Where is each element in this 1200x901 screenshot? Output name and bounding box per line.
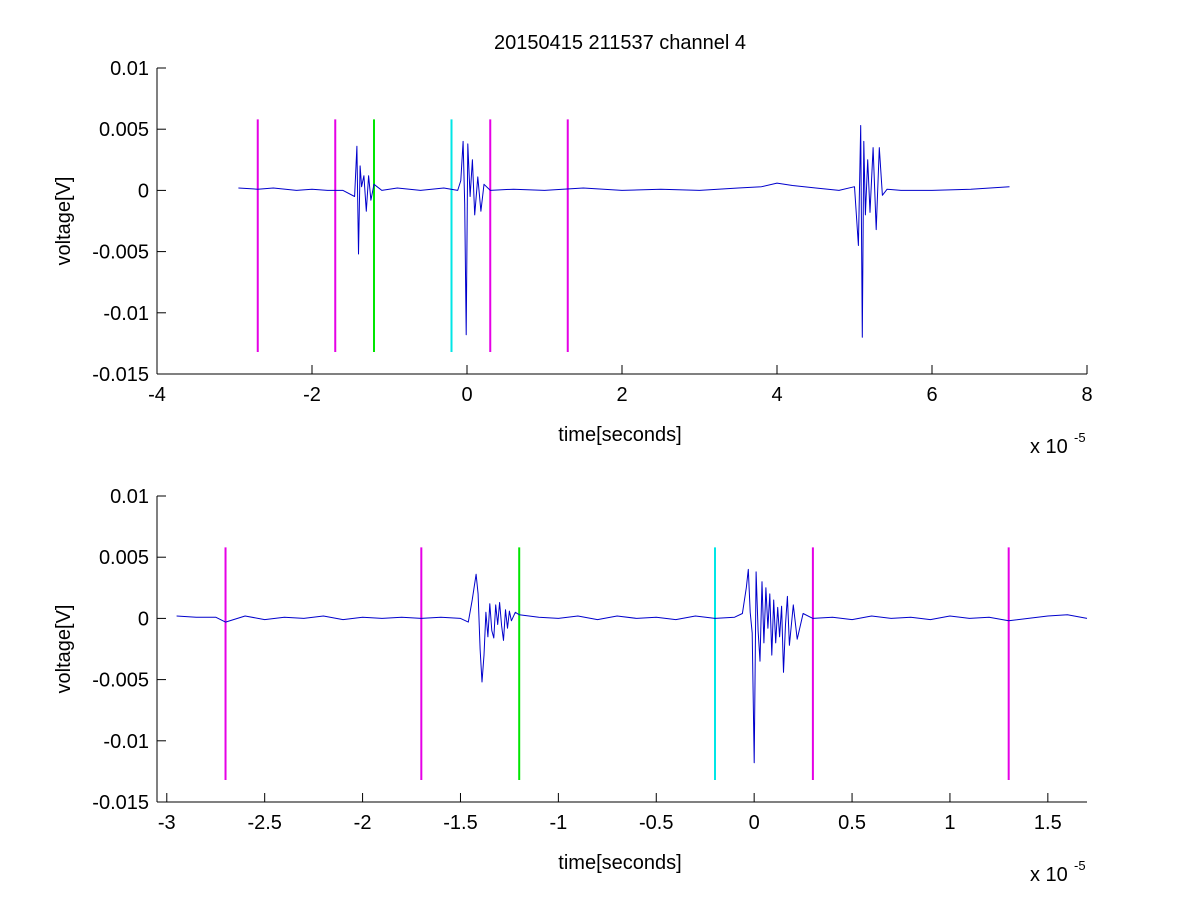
y-tick-label: -0.015 [92,792,149,814]
bottom-plot: -0.015 -0.01 -0.005 0 0.005 0.01 -3 -2.5 -2 -1.5 -… [53,486,1088,886]
y-axis-label: voltage[V] [53,177,75,266]
x-tick-label: 1.5 [1034,812,1062,834]
figure-title: 20150415 211537 channel 4 [494,32,746,54]
x-tick-label: 0 [749,812,760,834]
y-tick-label: 0.005 [99,547,149,569]
signal-line [176,568,1088,764]
x-tick-label: 4 [771,384,782,406]
y-tick-label: 0.01 [110,486,149,508]
y-tick-label: -0.015 [92,364,149,386]
x-tick-label: 8 [1081,384,1092,406]
y-tick-label: -0.005 [92,242,149,264]
x-tick-label: -4 [148,384,166,406]
y-tick-label: -0.005 [92,670,149,692]
x-tick-label: 2 [616,384,627,406]
y-tick-label: 0 [138,608,149,630]
x-tick-label: -2 [303,384,321,406]
y-tick-label: 0 [138,180,149,202]
y-tick-label: -0.01 [103,731,149,753]
x-tick-label: -2.5 [247,812,281,834]
x-tick-label: -3 [158,812,176,834]
x-axis-label: time[seconds] [558,424,681,446]
x-tick-label: -1 [549,812,567,834]
y-tick-label: 0.005 [99,119,149,141]
x-tick-label: -2 [354,812,372,834]
signal-line [238,125,1010,338]
x-axis-label: time[seconds] [558,852,681,874]
y-tick-label: -0.01 [103,303,149,325]
x-tick-label: -1.5 [443,812,477,834]
x-multiplier-label: x 10 [1030,436,1068,458]
x-tick-label: -0.5 [639,812,673,834]
x-multiplier-exponent: -5 [1074,430,1086,445]
x-tick-label: 1 [944,812,955,834]
x-multiplier-exponent: -5 [1074,858,1086,873]
x-tick-label: 0 [461,384,472,406]
x-tick-label: 0.5 [838,812,866,834]
y-tick-label: 0.01 [110,58,149,80]
x-multiplier-label: x 10 [1030,864,1068,886]
x-tick-label: 6 [926,384,937,406]
y-axis-label: voltage[V] [53,605,75,694]
top-plot: -0.015 -0.01 -0.005 0 0.005 0.01 -4 -2 0 2 4 6 8 time… [53,58,1093,458]
